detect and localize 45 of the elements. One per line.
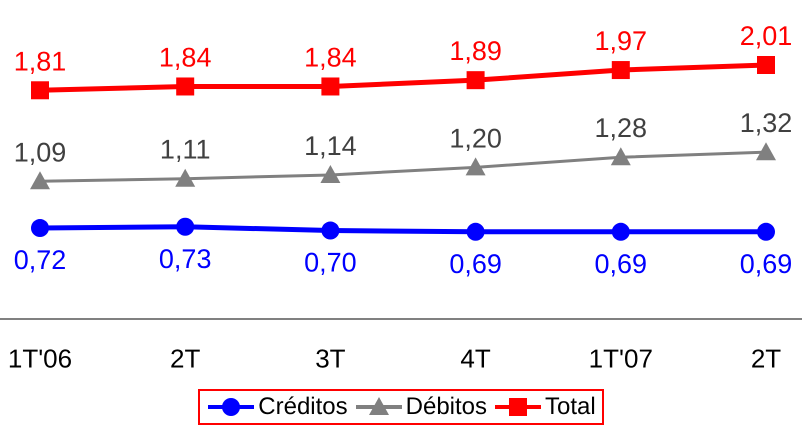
data-label: 1,89 [449, 36, 502, 66]
data-label: 2,01 [740, 21, 792, 51]
point [466, 157, 486, 176]
point [610, 147, 631, 166]
data-label: 1,20 [449, 123, 502, 154]
x-tick-label: 2T [170, 343, 200, 374]
data-label: 0,70 [304, 248, 357, 278]
data-label: 1,32 [740, 108, 792, 138]
data-label: 1,11 [160, 134, 210, 165]
data-label: 0,69 [740, 248, 792, 279]
data-label: 1,28 [594, 113, 648, 144]
data-label: 0,69 [594, 248, 648, 279]
point [466, 71, 485, 90]
data-label: 1,84 [158, 42, 212, 72]
x-tick-label: 1T'06 [8, 343, 72, 374]
legend-label: Total [545, 393, 596, 421]
point [612, 222, 630, 241]
data-label: 0,72 [14, 245, 66, 276]
point [31, 219, 49, 238]
legend-label: Débitos [406, 393, 488, 421]
data-label: 1,81 [14, 46, 66, 76]
data-label: 1,14 [304, 130, 357, 161]
point [30, 171, 50, 190]
point [320, 164, 340, 183]
point [31, 81, 49, 100]
data-label: 1,84 [304, 42, 357, 72]
data-label: 1,09 [14, 137, 66, 168]
point [321, 222, 340, 240]
point [756, 142, 776, 160]
point [176, 218, 194, 236]
data-label: 0,73 [158, 244, 212, 274]
legend-label: Créditos [258, 393, 348, 421]
x-tick-label: 4T [460, 343, 491, 374]
point [176, 77, 194, 96]
x-tick-label: 3T [315, 343, 346, 374]
point [757, 56, 775, 74]
x-tick-label: 1T'07 [588, 343, 653, 374]
data-label: 0,69 [449, 248, 502, 279]
point [757, 222, 775, 241]
point [321, 77, 340, 96]
point [175, 168, 196, 187]
point [612, 61, 630, 80]
data-label: 1,97 [594, 26, 648, 56]
x-tick-label: 2T [750, 343, 782, 374]
point [466, 222, 485, 241]
